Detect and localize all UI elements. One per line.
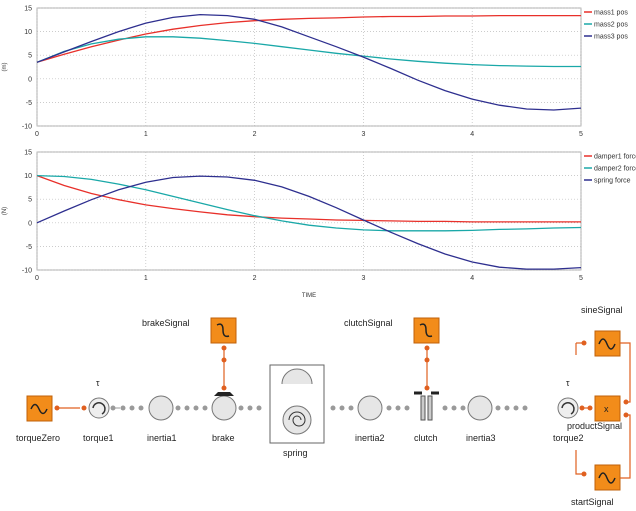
- clutch-label: clutch: [414, 433, 438, 443]
- legend-label: damper2 force: [594, 166, 636, 173]
- torque2-input-wire: [579, 405, 593, 411]
- legend-label: mass1 pos: [594, 10, 628, 17]
- x-tick-label: 1: [144, 131, 148, 138]
- plot-frame: [36, 151, 582, 271]
- y-tick-label: 10: [24, 173, 32, 180]
- flange-connectors-1: [110, 405, 144, 411]
- brake-signal-block[interactable]: [210, 317, 237, 344]
- series-line-2: [36, 174, 582, 232]
- rotation-arrow-icon: [561, 402, 575, 415]
- series-line-3: [36, 13, 582, 111]
- x-tick-label: 2: [253, 131, 257, 138]
- legend-label: spring force: [594, 178, 631, 185]
- y-tick-label: 5: [28, 53, 32, 60]
- flange-connectors-6: [442, 405, 466, 411]
- coil-icon: [288, 411, 306, 427]
- x-tick-label: 3: [361, 275, 365, 282]
- inertia1-block[interactable]: [148, 395, 174, 421]
- brake-block[interactable]: [211, 392, 237, 421]
- y-tick-label: 0: [28, 220, 32, 227]
- product-signal-label: productSignal: [567, 421, 622, 431]
- flange-connectors-7: [495, 405, 528, 411]
- multiply-symbol: x: [604, 404, 609, 414]
- plot-frame: [36, 7, 582, 127]
- y-tick-label: 0: [28, 76, 32, 83]
- clutch-block[interactable]: [414, 391, 439, 421]
- legend-label: mass2 pos: [594, 22, 628, 29]
- sine-wave-icon: [598, 338, 616, 350]
- clutch-signal-block[interactable]: [413, 317, 440, 344]
- torque2-label: torque2: [553, 433, 584, 443]
- x-tick-label: 5: [579, 275, 583, 282]
- inertia1-label: inertia1: [147, 433, 177, 443]
- x-tick-label: 3: [361, 131, 365, 138]
- inertia2-block[interactable]: [357, 395, 383, 421]
- x-tick-label: 4: [470, 131, 474, 138]
- flange-connectors-3: [238, 405, 262, 411]
- y-tick-label: 5: [28, 197, 32, 204]
- product-signal-block[interactable]: x: [594, 395, 621, 422]
- x-tick-label: 1: [144, 275, 148, 282]
- series-line-1: [36, 174, 581, 223]
- torque1-label: torque1: [83, 433, 114, 443]
- spring-block[interactable]: [269, 364, 325, 444]
- torque2-block[interactable]: τ: [557, 378, 579, 419]
- y-axis-label: (N): [2, 207, 8, 215]
- start-signal-block[interactable]: [594, 464, 621, 491]
- sine-signal-block[interactable]: [594, 330, 621, 357]
- modelica-diagram: torqueZero τ torque1 inertia1 brake brak…: [16, 305, 631, 507]
- connector-port: [54, 405, 87, 411]
- x-axis-label: TIME: [302, 293, 316, 299]
- tau-symbol: τ: [96, 378, 100, 388]
- ramp-signal-icon: [216, 323, 230, 338]
- torque-zero-block[interactable]: [26, 395, 53, 422]
- inertia2-label: inertia2: [355, 433, 385, 443]
- y-tick-label: -5: [26, 100, 32, 107]
- flange-connectors-5: [386, 405, 410, 411]
- legend-label: mass3 pos: [594, 34, 628, 41]
- sine-signal-label: sineSignal: [581, 305, 623, 315]
- x-tick-label: 2: [253, 275, 257, 282]
- product-signal-wiring: [575, 340, 631, 479]
- legend-label: damper1 force: [594, 154, 636, 161]
- spring-top-icon: [281, 368, 313, 385]
- inertia3-block[interactable]: [467, 395, 493, 421]
- torque1-block[interactable]: τ: [88, 378, 110, 419]
- sine-wave-icon: [598, 472, 616, 484]
- x-tick-label: 0: [35, 275, 39, 282]
- brake-signal-label: brakeSignal: [142, 318, 190, 328]
- x-tick-label: 5: [579, 131, 583, 138]
- sine-wave-icon: [30, 403, 48, 415]
- series-line-2: [36, 36, 581, 68]
- torque-zero-label: torqueZero: [16, 433, 60, 443]
- flange-connectors-4: [330, 405, 354, 411]
- y-tick-label: 15: [24, 150, 32, 157]
- y-tick-label: -5: [26, 244, 32, 251]
- y-tick-label: 15: [24, 6, 32, 13]
- start-signal-label: startSignal: [571, 497, 614, 507]
- brake-label: brake: [212, 433, 235, 443]
- x-tick-label: 0: [35, 131, 39, 138]
- brake-signal-wire: [221, 345, 227, 391]
- y-tick-label: -10: [22, 124, 32, 131]
- series-line-3: [36, 175, 582, 270]
- tau-symbol: τ: [566, 378, 570, 388]
- rotation-arrow-icon: [92, 402, 106, 415]
- flange-connectors-2: [175, 405, 208, 411]
- y-tick-label: 10: [24, 29, 32, 36]
- brake-pad-icon: [214, 392, 234, 396]
- x-tick-label: 4: [470, 275, 474, 282]
- y-axis-label: (m): [2, 63, 8, 72]
- inertia3-label: inertia3: [466, 433, 496, 443]
- clutch-signal-label: clutchSignal: [344, 318, 393, 328]
- clutch-signal-wire: [424, 345, 430, 391]
- y-tick-label: -10: [22, 268, 32, 275]
- spring-label: spring: [283, 448, 308, 458]
- ramp-signal-icon: [419, 323, 433, 338]
